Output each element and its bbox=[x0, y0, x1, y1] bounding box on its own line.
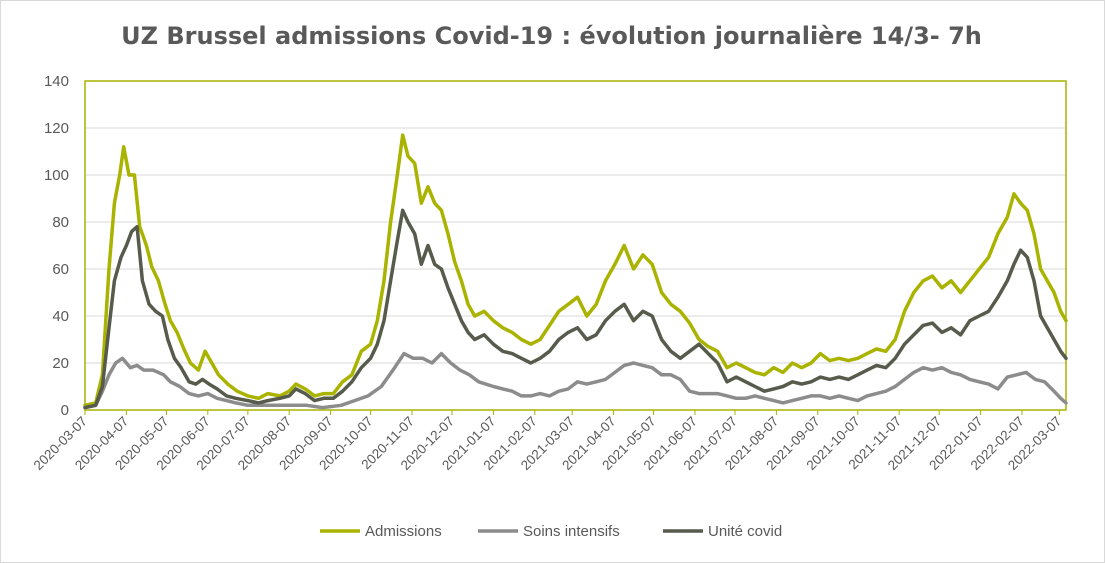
y-tick-label: 140 bbox=[44, 73, 69, 90]
y-tick-label: 0 bbox=[61, 402, 69, 419]
y-tick-label: 120 bbox=[44, 120, 69, 137]
series-lines bbox=[83, 133, 1068, 410]
y-tick-label: 80 bbox=[52, 214, 69, 231]
legend-label-2: Soins intensifs bbox=[523, 523, 620, 540]
y-tick-label: 20 bbox=[52, 355, 69, 372]
chart-title: UZ Brussel admissions Covid-19 : évoluti… bbox=[121, 22, 982, 50]
legend-label-1: Admissions bbox=[365, 523, 442, 540]
series-line-1 bbox=[83, 133, 1068, 408]
y-axis-ticks: 0 20 40 60 80 100 120 140 bbox=[44, 73, 69, 419]
legend: Admissions Soins intensifs Unité covid bbox=[320, 523, 782, 540]
series-line-2 bbox=[83, 351, 1068, 410]
legend-label-3: Unité covid bbox=[708, 523, 782, 540]
y-tick-label: 100 bbox=[44, 167, 69, 184]
x-axis-ticks: 2020-03-072020-04-072020-05-072020-06-07… bbox=[31, 410, 1064, 473]
gridlines bbox=[85, 127, 1066, 364]
series-line-3 bbox=[83, 208, 1068, 410]
plot-area-border bbox=[84, 80, 1067, 411]
y-tick-label: 60 bbox=[52, 261, 69, 278]
y-tick-label: 40 bbox=[52, 308, 69, 325]
